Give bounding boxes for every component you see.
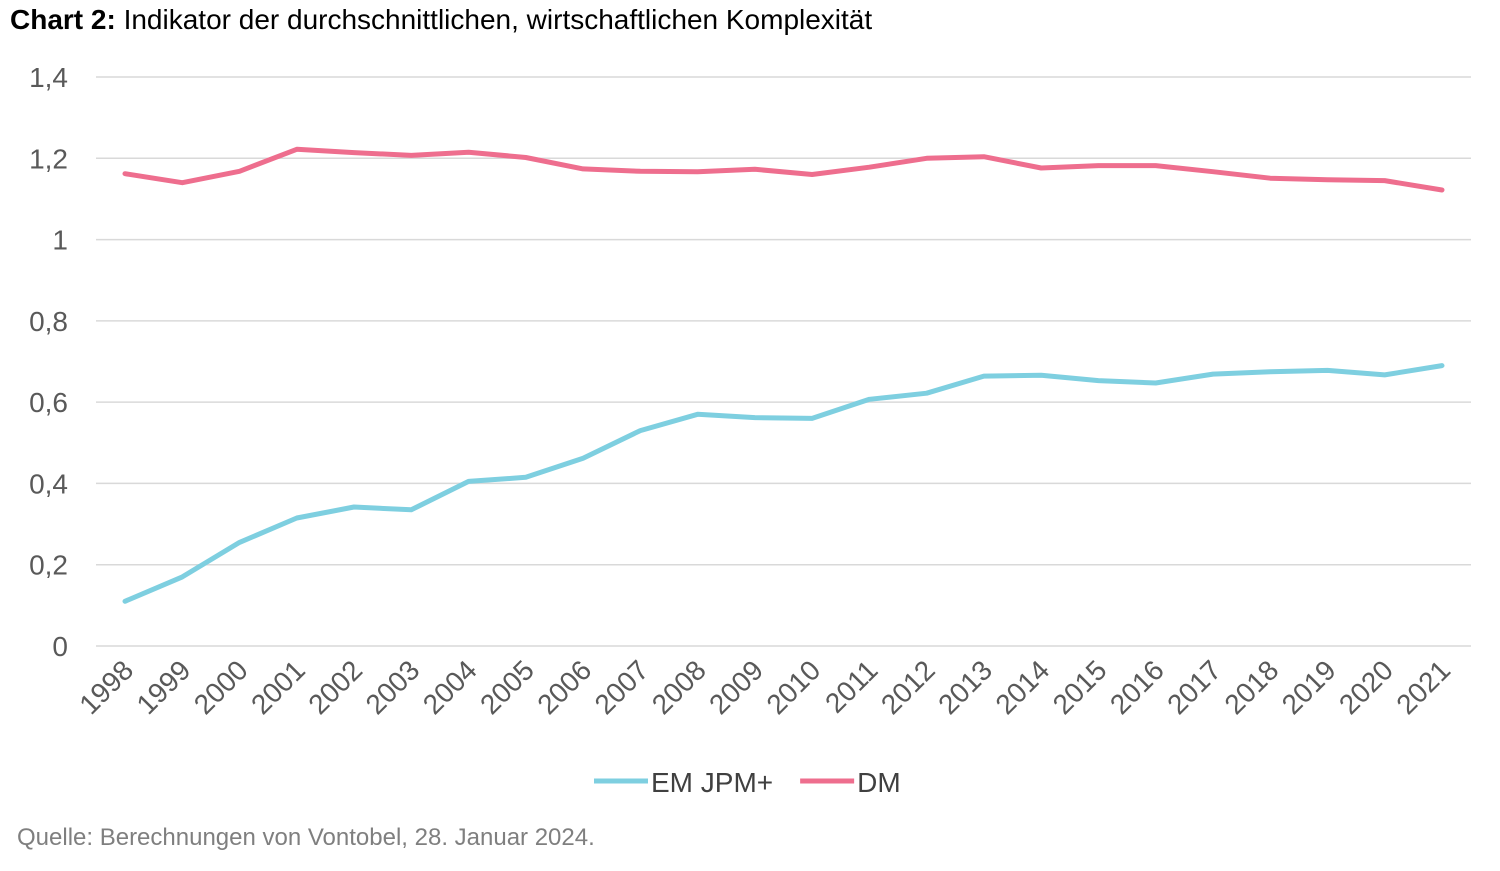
chart-title-prefix: Chart 2: [10, 4, 116, 35]
source-note: Quelle: Berechnungen von Vontobel, 28. J… [17, 824, 595, 851]
y-tick-label: 1,4 [29, 62, 68, 93]
x-tick-label: 2012 [875, 654, 941, 720]
x-tick-label: 2008 [646, 654, 712, 720]
x-tick-label: 2015 [1047, 654, 1113, 720]
legend-label: DM [857, 767, 901, 798]
series-line [122, 146, 1445, 193]
x-tick-label: 2004 [417, 654, 483, 720]
x-tick-label: 2019 [1276, 654, 1342, 720]
y-tick-label: 0,6 [29, 387, 68, 418]
x-tick-label: 1998 [73, 654, 139, 720]
x-tick-label: 2018 [1218, 654, 1284, 720]
x-tick-label: 1999 [131, 654, 197, 720]
x-tick-label: 2010 [760, 654, 826, 720]
x-axis: 1998199920002001200220032004200520062007… [73, 654, 1456, 720]
y-tick-label: 0,2 [29, 550, 68, 581]
legend-label: EM JPM+ [651, 767, 773, 798]
y-tick-label: 1,2 [29, 143, 68, 174]
x-tick-label: 2017 [1161, 654, 1227, 720]
series-lines [122, 146, 1445, 604]
x-tick-label: 2002 [302, 654, 368, 720]
y-tick-label: 1 [52, 225, 68, 256]
chart-title-text: Indikator der durchschnittlichen, wirtsc… [123, 4, 873, 35]
x-tick-label: 2016 [1104, 654, 1170, 720]
y-tick-label: 0 [52, 631, 68, 662]
chart-title: Chart 2: Indikator der durchschnittliche… [10, 4, 872, 36]
y-axis: 0 0,2 0,4 0,6 0,8 1 1,2 1,4 [29, 62, 68, 662]
x-tick-label: 2009 [703, 654, 769, 720]
x-tick-label: 2007 [589, 654, 655, 720]
y-tick-label: 0,8 [29, 306, 68, 337]
x-tick-label: 2005 [474, 654, 540, 720]
x-tick-label: 2006 [531, 654, 597, 720]
x-tick-label: 2003 [360, 654, 426, 720]
x-tick-label: 2000 [188, 654, 254, 720]
legend: EM JPM+ DM [594, 767, 901, 798]
x-tick-label: 2021 [1390, 654, 1456, 720]
grid-lines [96, 76, 1471, 647]
x-tick-label: 2014 [989, 654, 1055, 720]
y-tick-label: 0,4 [29, 468, 68, 499]
series-line [122, 363, 1445, 604]
x-tick-label: 2020 [1333, 654, 1399, 720]
x-tick-label: 2013 [932, 654, 998, 720]
x-tick-label: 2011 [819, 654, 884, 719]
x-tick-label: 2001 [245, 654, 311, 720]
